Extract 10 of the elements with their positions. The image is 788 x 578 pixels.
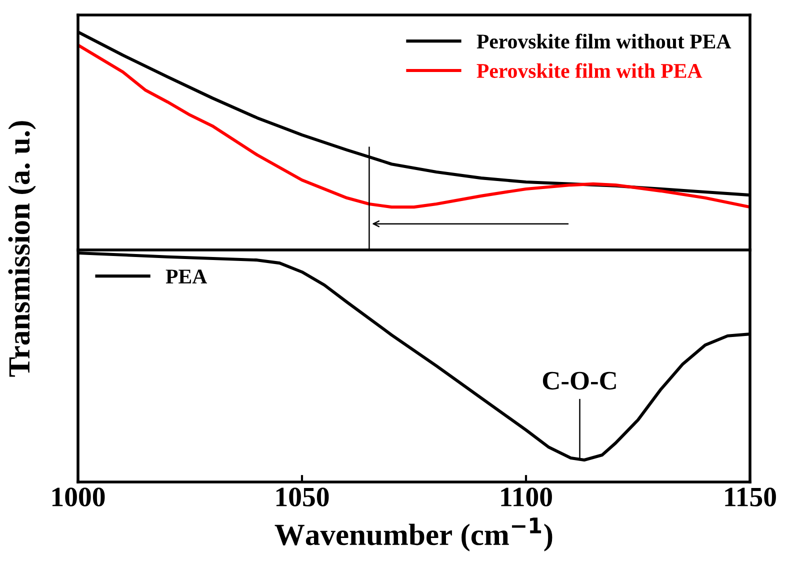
x-tick-label: 1100: [501, 488, 552, 506]
y-axis-title: Transmission (a. u.): [8, 121, 36, 377]
legend-label: PEA: [166, 270, 208, 284]
x-tick-label: 1000: [52, 488, 105, 506]
annotation: C-O-C: [542, 372, 616, 390]
legend-label: Perovskite film with PEA: [476, 63, 702, 78]
x-axis-title: Wavenumber (cm$^{−1}$): [274, 518, 552, 552]
x-tick-label: 1050: [276, 488, 329, 506]
x-tick-label: 1150: [725, 488, 776, 506]
legend-label: Perovskite film without PEA: [476, 34, 732, 49]
